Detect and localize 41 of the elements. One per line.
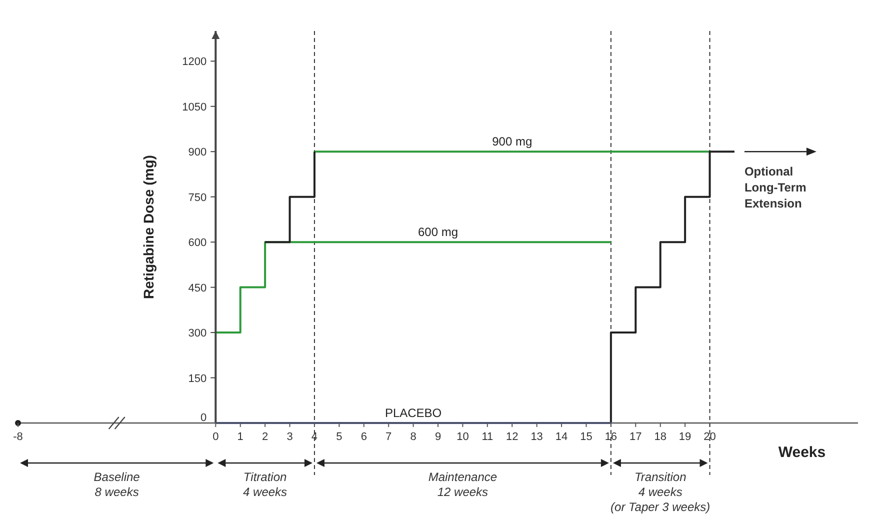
x-tick-label: 4	[311, 431, 318, 443]
x-tick-label: 3	[286, 431, 293, 443]
y-tick-label: 750	[188, 192, 207, 204]
series-label: PLACEBO	[384, 406, 442, 420]
x-tick-label: 7	[386, 431, 392, 443]
x-tick-label: 6	[360, 431, 367, 443]
text: Maintenance 12 weeks	[428, 470, 498, 499]
series-label: 600 mg	[418, 225, 458, 240]
x-tick-label: 17	[630, 431, 642, 443]
x-tick-label: 9	[434, 431, 442, 443]
y-tick-label: 1200	[182, 56, 207, 68]
x-axis-title: Weeks	[778, 444, 826, 461]
x-tick-label: 16	[604, 431, 618, 443]
text: Titration 4 weeks	[243, 470, 288, 499]
text: Transition 4 weeks (or Taper 3 weeks)	[610, 470, 710, 514]
x-tick-label: 20	[704, 431, 716, 443]
y-tick-label: 900	[188, 146, 207, 159]
x-tick-label: 2	[262, 431, 268, 443]
annotation: Optional Long-Term Extension	[744, 164, 806, 211]
x-tick-label: 10	[456, 431, 469, 443]
x-tick-label: 18	[654, 431, 666, 443]
x-tick-label: 11	[482, 431, 494, 443]
x-tick-label: 0	[212, 431, 219, 443]
y-tick-label: 600	[188, 237, 207, 250]
x-tick-label: 13	[530, 431, 543, 443]
series-label: 900 mg	[492, 134, 532, 149]
y-tick-label: 300	[188, 328, 207, 340]
y-tick-label: 0	[200, 412, 207, 424]
x-tick-label: 12	[506, 431, 518, 443]
x-tick-label: 15	[580, 431, 592, 443]
x-tick-label: 19	[678, 431, 692, 443]
x-tick-label: 8	[410, 431, 416, 443]
x-tick-label: 14	[555, 431, 568, 443]
text: Baseline 8 weeks	[94, 470, 140, 499]
y-axis-title: Retigabine Dose (mg)	[140, 155, 157, 299]
x-tick-label: 1	[237, 431, 244, 443]
y-tick-label: 150	[188, 372, 207, 385]
y-tick-label: 450	[188, 282, 207, 294]
y-tick-label: 1050	[182, 101, 207, 114]
x-tick-label: 5	[336, 431, 342, 443]
x-tick-label: -8	[13, 431, 23, 443]
